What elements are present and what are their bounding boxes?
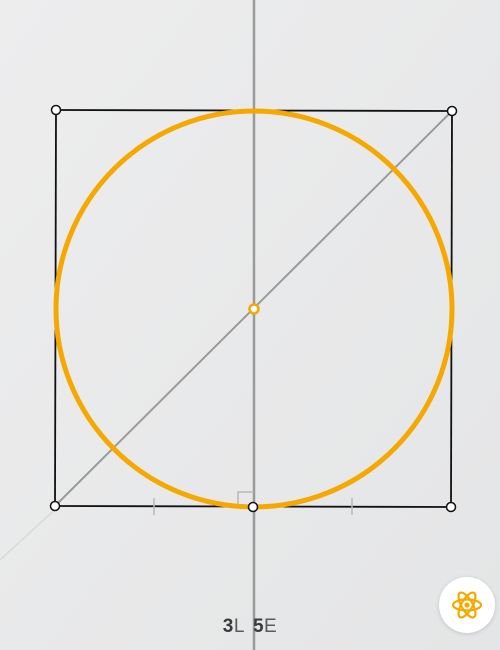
point-circle-center[interactable] <box>248 303 260 315</box>
euclid-count: 5 <box>252 616 265 637</box>
atom-icon <box>451 591 483 619</box>
right-angle-marker <box>237 491 254 506</box>
euclid-suffix: E <box>264 616 278 637</box>
point-top-left[interactable] <box>50 104 62 116</box>
score-display: 3L 5E <box>0 616 500 638</box>
point-bottom-left[interactable] <box>49 500 61 512</box>
lines-count: 3 <box>222 616 234 637</box>
lines-suffix: L <box>233 616 245 637</box>
point-top-right[interactable] <box>446 105 458 117</box>
menu-button[interactable] <box>439 577 495 633</box>
point-bottom-midpoint[interactable] <box>247 501 259 513</box>
faint-guide-line <box>0 504 61 561</box>
point-bottom-right[interactable] <box>445 501 457 513</box>
